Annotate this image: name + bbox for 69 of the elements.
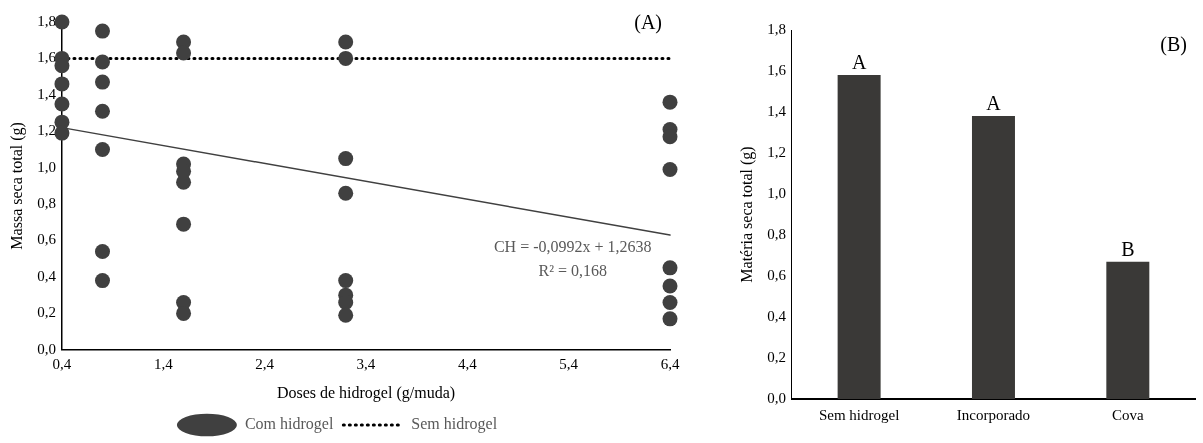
point [662, 294, 678, 310]
point [338, 307, 354, 323]
y-tick-label: 0,6 [767, 266, 787, 283]
x-tick-label: Incorporado [956, 406, 1031, 423]
y-tick-label: 0,2 [37, 304, 56, 321]
bar [971, 116, 1015, 399]
point [94, 273, 110, 289]
y-tick-label: 0,8 [767, 225, 786, 242]
y-tick-label: 0,6 [37, 231, 57, 248]
y-tick-label: 0,2 [767, 348, 786, 365]
y-tick-label: 1,0 [767, 184, 786, 201]
x-tick-label: 3,4 [356, 355, 376, 372]
y-tick-label: 1,6 [767, 61, 787, 78]
legend-label: Com hidrogel [244, 415, 334, 434]
y-tick-label: 1,8 [767, 20, 786, 37]
point [54, 96, 70, 112]
point [94, 103, 110, 119]
y-tick-label: 0,4 [37, 267, 57, 284]
annotation: CH = -0,0992x + 1,2638 [493, 238, 652, 256]
chart-title: (B) [1160, 33, 1187, 57]
point [338, 273, 354, 289]
bar [837, 75, 881, 399]
point [176, 216, 192, 232]
y-tick-label: 0,0 [37, 340, 56, 357]
data-label: A [986, 92, 1002, 115]
x-tick-label: Sem hidrogel [818, 406, 900, 423]
point [176, 45, 192, 61]
x-tick-label: 1,4 [153, 355, 174, 372]
point [54, 76, 70, 92]
bar [1106, 261, 1150, 399]
point [54, 14, 70, 30]
y-tick-label: 1,4 [37, 85, 57, 102]
y-tick-label: 1,0 [37, 158, 56, 175]
data-label: B [1121, 237, 1135, 260]
x-tick-label: 5,4 [559, 355, 579, 372]
y-tick-label: 1,2 [37, 122, 56, 139]
point [94, 243, 110, 259]
point [662, 94, 678, 110]
y-tick-label: 0,8 [37, 195, 56, 212]
point [662, 311, 678, 327]
x-tick-label: Cova [1111, 406, 1144, 423]
point [662, 260, 678, 276]
x-tick-label: 0,4 [52, 355, 72, 372]
x-tick-label: 6,4 [660, 355, 680, 372]
y-axis-title: Matéria seca total (g) [737, 146, 756, 283]
y-tick-label: 1,4 [767, 102, 787, 119]
y-tick-label: 1,2 [767, 143, 786, 160]
x-tick-label: 2,4 [255, 355, 275, 372]
point [94, 54, 110, 70]
point [338, 185, 354, 201]
x-axis-title: Doses de hidrogel (g/muda) [276, 383, 456, 402]
point [94, 23, 110, 39]
y-tick-label: 1,6 [37, 49, 57, 66]
point [338, 151, 354, 167]
point [338, 50, 354, 66]
point [662, 278, 678, 294]
annotation: R² = 0,168 [538, 262, 607, 280]
x-tick-label: 4,4 [457, 355, 478, 372]
y-tick-label: 0,4 [767, 307, 787, 324]
point [94, 141, 110, 157]
point [662, 162, 678, 178]
point [94, 74, 110, 90]
point [54, 125, 70, 141]
chart-title: (A) [634, 11, 662, 35]
data-label: A [851, 51, 867, 74]
y-tick-label: 0,0 [767, 389, 786, 406]
point [338, 34, 354, 50]
y-axis-title: Massa seca total (g) [7, 122, 26, 250]
y-tick-label: 1,8 [37, 12, 56, 29]
